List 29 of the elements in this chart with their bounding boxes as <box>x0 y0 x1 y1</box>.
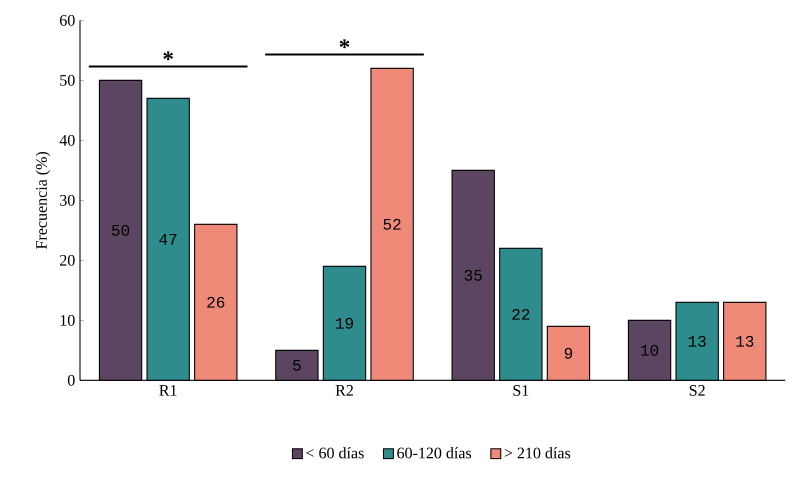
y-tick-label: 30 <box>60 194 75 206</box>
y-tick-label: 40 <box>60 134 75 146</box>
annotation: * <box>340 39 350 48</box>
y-axis-title: Frecuencia (%) <box>36 152 50 249</box>
data-label: 10 <box>641 344 658 356</box>
data-label: 26 <box>207 296 224 308</box>
annotation: * <box>163 51 173 60</box>
legend-label: > 210 días <box>504 447 570 458</box>
data-label: 52 <box>384 218 401 230</box>
data-label: 47 <box>159 234 177 245</box>
data-label: 35 <box>464 270 482 281</box>
data-label: 50 <box>112 224 130 236</box>
legend-label: < 60 días <box>306 447 364 458</box>
y-tick-label: 20 <box>60 254 75 266</box>
x-tick-label: R1 <box>159 385 177 396</box>
data-label: 9 <box>564 348 572 359</box>
x-tick-label: R2 <box>336 385 353 396</box>
y-tick-label: 60 <box>60 14 75 26</box>
x-tick-label: S2 <box>690 385 705 396</box>
data-label: 13 <box>688 336 706 347</box>
data-label: 13 <box>736 336 754 347</box>
y-tick-label: 0 <box>68 374 75 386</box>
data-label: 22 <box>512 308 530 320</box>
y-tick-label: 10 <box>60 314 75 326</box>
data-label: 19 <box>336 318 353 329</box>
legend-label: 60-120 días <box>397 447 472 458</box>
data-label: 5 <box>293 360 301 371</box>
y-tick-label: 50 <box>60 74 75 86</box>
x-tick-label: S1 <box>513 385 528 396</box>
